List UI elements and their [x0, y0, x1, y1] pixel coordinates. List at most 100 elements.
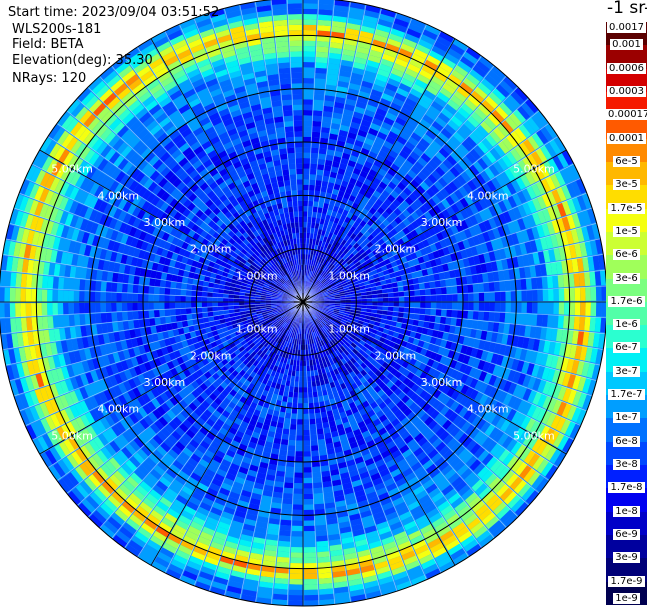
range-gate [417, 320, 425, 327]
range-gate [295, 376, 300, 382]
range-gate [353, 368, 361, 376]
range-gate [462, 451, 474, 464]
range-gate [308, 316, 311, 323]
range-gate [397, 333, 405, 340]
range-gate [290, 424, 297, 430]
range-gate [358, 466, 368, 475]
range-gate [344, 341, 351, 348]
range-gate [297, 413, 303, 420]
range-gate [402, 467, 414, 478]
range-gate [328, 458, 338, 466]
range-gate [388, 302, 394, 307]
range-gate [128, 275, 135, 285]
range-gate [4, 287, 10, 302]
range-gate [337, 334, 343, 340]
range-gate [487, 321, 494, 332]
range-gate [303, 429, 310, 436]
range-gate [435, 337, 443, 346]
range-gate [363, 342, 371, 349]
range-gate [381, 405, 391, 414]
range-gate [303, 424, 310, 430]
range-gate [537, 393, 547, 408]
range-gate [57, 303, 64, 315]
range-gate [169, 288, 176, 296]
range-gate [169, 302, 176, 309]
range-gate [25, 303, 32, 317]
range-gate [379, 531, 393, 541]
range-gate [303, 376, 308, 382]
range-gate [463, 539, 479, 552]
range-gate [351, 382, 359, 390]
range-gate [342, 542, 356, 550]
range-gate [295, 445, 303, 452]
range-gate [482, 408, 493, 421]
range-gate [526, 362, 535, 376]
range-gate [504, 422, 516, 435]
range-gate [345, 304, 351, 307]
range-gate [307, 376, 312, 382]
range-gate [508, 323, 516, 335]
range-gate [499, 344, 507, 355]
range-gate [283, 174, 290, 181]
range-gate [339, 411, 347, 419]
range-gate [446, 513, 460, 526]
range-gate [502, 435, 514, 449]
range-gate [390, 492, 403, 502]
range-gate [320, 320, 326, 326]
range-gate [423, 321, 430, 329]
range-gate [294, 354, 298, 361]
range-gate [149, 318, 156, 327]
range-gate [353, 428, 362, 437]
range-gate [475, 348, 484, 359]
range-gate [279, 449, 288, 456]
range-gate [476, 418, 487, 430]
range-gate [327, 310, 334, 314]
range-gate [481, 512, 496, 526]
range-gate [441, 374, 451, 385]
range-gate [458, 448, 470, 460]
range-gate [330, 316, 337, 321]
range-gate [321, 311, 327, 316]
range-gate [333, 441, 342, 448]
range-gate [519, 447, 532, 461]
range-gate [522, 432, 534, 447]
range-gate [315, 347, 320, 354]
range-gate [324, 316, 330, 321]
range-gate [418, 494, 431, 505]
range-gate [260, 570, 275, 578]
range-gate [541, 410, 552, 425]
range-gate [300, 339, 303, 345]
range-gate [301, 334, 303, 340]
range-gate [444, 324, 451, 333]
range-gate [396, 400, 405, 409]
range-gate [370, 449, 381, 458]
range-gate [334, 362, 341, 369]
range-gate [345, 302, 351, 305]
range-gate [332, 375, 338, 382]
range-gate [291, 536, 303, 542]
range-gate [245, 573, 260, 582]
range-gate [164, 302, 170, 310]
range-gate [360, 510, 373, 519]
range-gate [312, 326, 316, 332]
range-gate [350, 364, 357, 371]
range-gate [594, 317, 602, 332]
range-gate [503, 323, 510, 334]
range-gate [576, 360, 585, 376]
range-gate [100, 292, 106, 302]
range-gate [286, 375, 292, 381]
range-gate [284, 477, 294, 484]
range-gate [164, 309, 171, 317]
range-gate [477, 466, 490, 479]
range-gate [318, 567, 332, 574]
range-gate [84, 302, 90, 314]
range-gate [473, 462, 486, 475]
range-gate [289, 434, 296, 441]
range-gate [311, 450, 320, 457]
range-gate [212, 302, 218, 307]
range-gate [325, 405, 332, 412]
range-gate [584, 316, 591, 331]
range-gate [432, 389, 442, 399]
range-gate [322, 309, 328, 313]
range-gate [357, 499, 369, 508]
